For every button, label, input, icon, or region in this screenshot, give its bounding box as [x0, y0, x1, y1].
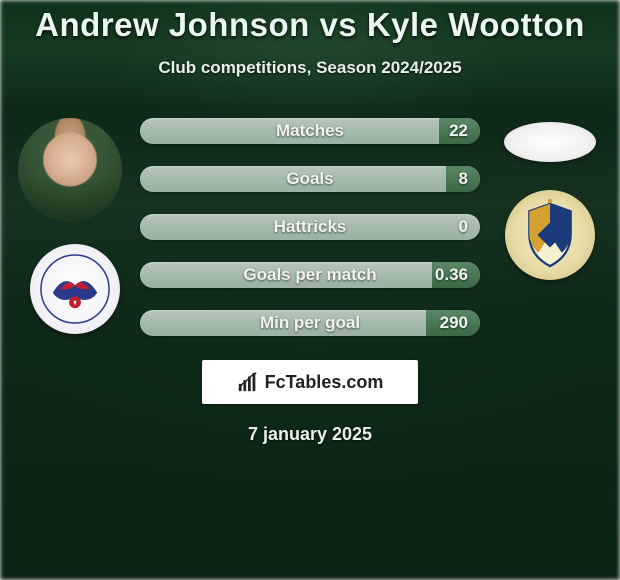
bar-label: Hattricks — [274, 217, 347, 237]
eagle-crest-icon — [38, 252, 112, 326]
subtitle: Club competitions, Season 2024/2025 — [0, 58, 620, 78]
stat-bar: Hattricks 0 — [140, 214, 480, 240]
stat-bar: Matches 22 — [140, 118, 480, 144]
stat-bar: Goals 8 — [140, 166, 480, 192]
stat-bar: Goals per match 0.36 — [140, 262, 480, 288]
stat-bar: Min per goal 290 — [140, 310, 480, 336]
page-title: Andrew Johnson vs Kyle Wootton — [0, 6, 620, 44]
date-label: 7 january 2025 — [0, 424, 620, 445]
bar-label: Matches — [276, 121, 344, 141]
comparison-panel: Matches 22 Goals 8 Hattricks 0 Goals per match… — [0, 114, 620, 336]
bar-value-right: 0 — [459, 217, 468, 237]
bar-value-right: 0.36 — [435, 265, 468, 285]
bar-label: Goals — [286, 169, 333, 189]
player-right-crest — [505, 190, 595, 280]
bar-value-right: 290 — [440, 313, 468, 333]
source-logo: FcTables.com — [202, 360, 418, 404]
logo-text: FcTables.com — [265, 372, 384, 393]
player-left-photo — [18, 118, 122, 222]
bar-value-right: 8 — [459, 169, 468, 189]
bar-value-right: 22 — [449, 121, 468, 141]
shield-crest-icon — [513, 198, 587, 272]
bar-label: Min per goal — [260, 313, 360, 333]
player-right-photo — [504, 122, 596, 162]
stat-bars: Matches 22 Goals 8 Hattricks 0 Goals per match… — [140, 114, 480, 336]
player-left-crest — [30, 244, 120, 334]
bar-label: Goals per match — [243, 265, 376, 285]
chart-icon — [237, 371, 259, 393]
